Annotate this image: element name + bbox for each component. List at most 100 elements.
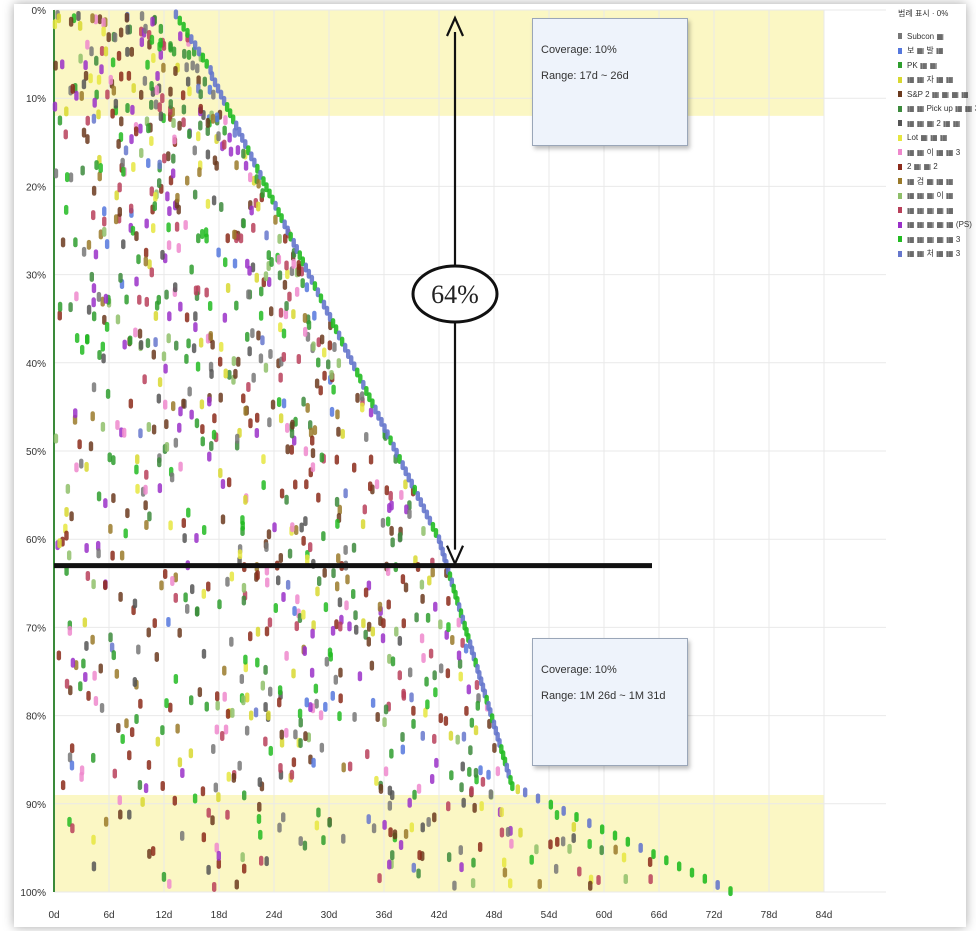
scatter-point: [117, 206, 122, 217]
scatter-point: [239, 674, 245, 685]
scatter-point: [158, 23, 164, 34]
scatter-point: [243, 160, 249, 171]
y-tick-label: 0%: [32, 6, 47, 17]
scatter-point: [60, 780, 66, 791]
scatter-point: [266, 710, 271, 721]
scatter-point: [118, 809, 123, 820]
scatter-point: [74, 462, 79, 473]
scatter-point: [446, 622, 451, 633]
scatter-point: [278, 372, 283, 383]
scatter-point: [216, 850, 221, 861]
scatter-point: [281, 328, 287, 339]
scatter-point: [204, 58, 209, 69]
scatter-point: [466, 684, 472, 695]
scatter-point: [241, 595, 247, 606]
legend-label: ▦ ▦ ▦ ▦ ▦ (PS): [907, 220, 972, 230]
scatter-point: [78, 53, 83, 64]
scatter-point: [179, 830, 185, 841]
scatter-point: [222, 665, 227, 676]
scatter-point: [338, 693, 343, 704]
y-tick-label: 20%: [26, 182, 46, 193]
scatter-point: [135, 454, 140, 465]
scatter-point: [79, 458, 84, 469]
chart-frame: 64% 0d 6d 12d 18d 24d 30d 36d 42d 48d 54d 60d 66d 72…: [14, 4, 976, 927]
scatter-point: [284, 494, 289, 505]
scatter-point: [91, 113, 97, 124]
scatter-point: [192, 189, 198, 200]
scatter-point: [231, 356, 237, 367]
scatter-point: [261, 480, 266, 491]
scatter-point: [285, 269, 290, 280]
x-tick-label: 6d: [103, 910, 114, 921]
scatter-point: [411, 718, 416, 729]
scatter-point: [122, 339, 127, 350]
scatter-point: [153, 99, 159, 110]
scatter-point: [299, 522, 304, 533]
scatter-point: [467, 766, 472, 777]
scatter-point: [419, 579, 425, 590]
legend-label: Subcon ▦: [907, 31, 944, 41]
scatter-point: [175, 723, 180, 734]
scatter-point: [243, 662, 249, 673]
scatter-point: [461, 797, 466, 808]
scatter-point: [166, 222, 171, 233]
scatter-point: [145, 59, 150, 70]
annotation-box-bottom: Coverage: 10% Range: 1M 26d ~ 1M 31d: [532, 638, 688, 766]
scatter-point: [403, 582, 409, 593]
scatter-point: [205, 126, 210, 137]
scatter-point: [189, 264, 194, 275]
scatter-point: [53, 433, 59, 444]
scatter-point: [322, 347, 327, 358]
scatter-point: [305, 402, 310, 413]
scatter-point: [86, 239, 92, 250]
scatter-point: [170, 575, 175, 586]
scatter-point: [260, 335, 265, 346]
scatter-point: [248, 631, 253, 642]
scatter-point: [188, 748, 194, 759]
scatter-point: [176, 204, 181, 215]
scatter-point: [278, 553, 284, 564]
scatter-point: [256, 813, 262, 824]
scatter-point: [149, 135, 154, 146]
scatter-point: [176, 243, 181, 254]
scatter-point: [364, 432, 369, 443]
scatter-point: [201, 648, 207, 659]
scatter-point: [269, 256, 274, 267]
scatter-point: [237, 760, 242, 771]
scatter-point: [401, 618, 406, 629]
x-tick-label: 18d: [211, 910, 228, 921]
scatter-point: [147, 511, 152, 522]
scatter-point: [294, 286, 300, 297]
scatter-point: [296, 354, 302, 365]
scatter-point: [452, 880, 457, 891]
scatter-point: [423, 707, 428, 718]
scatter-point: [314, 378, 320, 389]
scatter-point: [321, 531, 326, 542]
scatter-point: [237, 549, 243, 560]
scatter-point: [52, 101, 58, 112]
scatter-point: [263, 362, 269, 373]
scatter-point: [470, 878, 476, 889]
scatter-point: [225, 576, 230, 587]
scatter-point: [162, 153, 167, 164]
scatter-point: [311, 757, 316, 768]
scatter-point: [85, 39, 90, 50]
scatter-point: [211, 881, 217, 892]
scatter-point: [68, 302, 73, 313]
scatter-point: [69, 511, 74, 522]
chart-canvas: 64% 0d 6d 12d 18d 24d 30d 36d 42d 48d 54d 60d 66d 72…: [20, 6, 886, 921]
legend-swatch: [898, 192, 902, 199]
scatter-point: [99, 46, 105, 57]
scatter-point: [167, 311, 172, 322]
scatter-point: [316, 576, 322, 587]
scatter-point: [105, 89, 110, 100]
scatter-point: [98, 229, 104, 240]
legend-items: Subcon ▦ 보 ▦ 발 ▦ PK ▦ ▦ ▦ ▦ 자 ▦ ▦ S&P 2 ▦ ▦ …: [898, 29, 976, 261]
scatter-point: [205, 117, 211, 128]
scatter-point: [263, 271, 269, 282]
scatter-point: [147, 848, 152, 859]
scatter-point: [334, 581, 340, 592]
scatter-point: [443, 715, 449, 726]
scatter-point: [473, 767, 479, 778]
scatter-point: [114, 668, 120, 679]
